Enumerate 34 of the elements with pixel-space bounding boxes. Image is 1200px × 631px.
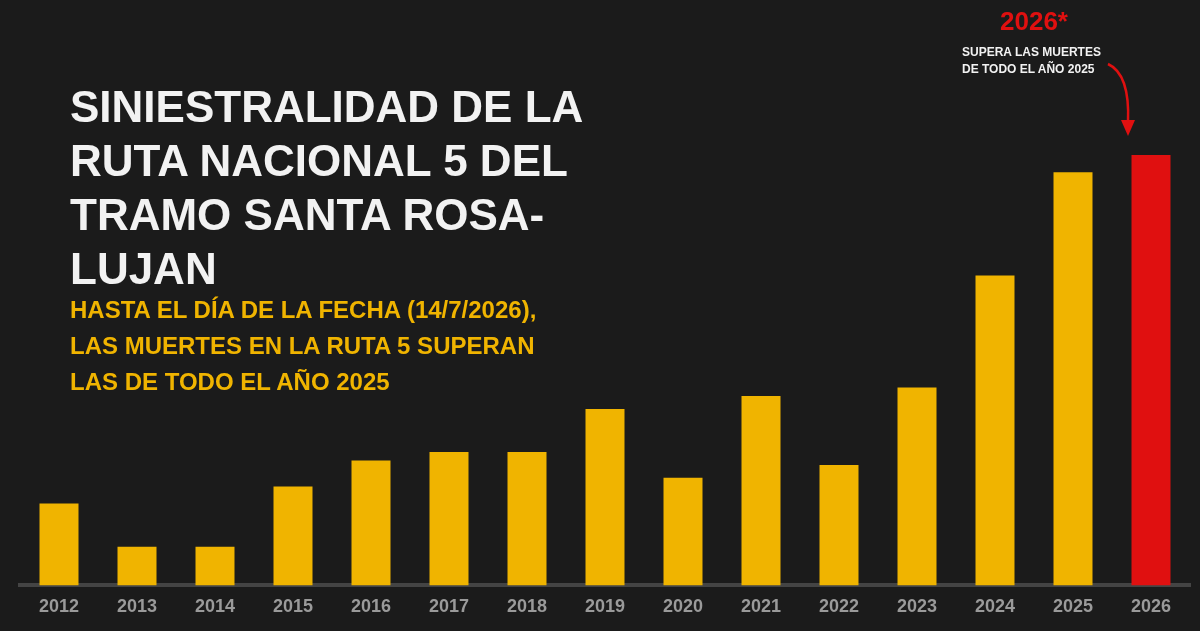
chart-title: SINIESTRALIDAD DE LA RUTA NACIONAL 5 DEL TRAMO SANTA ROSA-LUJAN [70, 81, 583, 295]
bar [975, 275, 1015, 586]
x-tick-label: 2026 [1130, 596, 1172, 617]
x-tick-label: 2025 [1052, 596, 1094, 617]
bar [39, 503, 79, 586]
text: HASTA EL DÍA DE LA FECHA (14/7/2026), LAS MUERTES EN LA RUTA 5 SUPERAN LAS DE TODO EL AÑO 2025 [70, 295, 538, 397]
bar [117, 546, 157, 586]
x-tick-label: 2014 [194, 596, 236, 617]
x-tick-label: 2018 [506, 596, 548, 617]
bar [195, 546, 235, 586]
bar [1131, 155, 1171, 586]
x-tick-label: 2020 [662, 596, 704, 617]
x-tick-label: 2013 [116, 596, 158, 617]
x-tick-label: 2021 [740, 596, 782, 617]
bar [897, 387, 937, 586]
bar [663, 477, 703, 586]
x-tick-label: 2016 [350, 596, 392, 617]
bar [507, 451, 547, 586]
x-tick-label: 2012 [38, 596, 80, 617]
x-tick-label: 2017 [428, 596, 470, 617]
x-tick-label: 2022 [818, 596, 860, 617]
x-tick-label: 2023 [896, 596, 938, 617]
text: 2026* [1000, 6, 1068, 37]
x-tick-label: 2024 [974, 596, 1016, 617]
text: SUPERA LAS MUERTES DE TODO EL AÑO 2025 [962, 44, 1102, 78]
bar [1053, 172, 1093, 586]
x-tick-label: 2015 [272, 596, 314, 617]
bar [741, 396, 781, 586]
bar [585, 408, 625, 586]
bar [273, 486, 313, 586]
x-tick-label: 2019 [584, 596, 626, 617]
bar [819, 464, 859, 586]
bar [351, 460, 391, 586]
bar [429, 451, 469, 586]
